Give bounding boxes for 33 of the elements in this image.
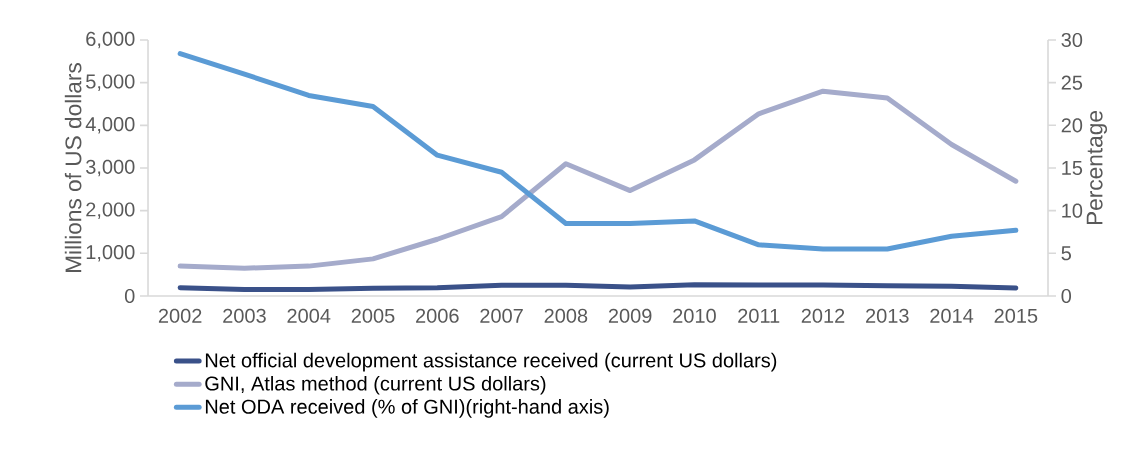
- y2-tick-label: 25: [1061, 75, 1083, 90]
- legend-label: GNI, Atlas method (current US dollars): [205, 375, 546, 395]
- y2-tick-label: 20: [1061, 118, 1083, 133]
- y-tick-label: 1,000: [86, 245, 135, 262]
- x-tick-label: 2002: [158, 308, 202, 323]
- y2-tick-label: 5: [1061, 246, 1071, 261]
- x-tick-label: 2012: [801, 308, 845, 323]
- x-tick-label: 2009: [608, 308, 652, 323]
- y2-axis-title: Percentage: [1086, 111, 1108, 225]
- legend-label: Net official development assistance received (current US dollars): [205, 352, 777, 372]
- legend-label: Net ODA received (% of GNI)(right-hand axis): [205, 399, 609, 418]
- x-tick-label: 2014: [930, 308, 974, 323]
- y2-tick-label: 15: [1062, 161, 1083, 175]
- x-tick-label: 2015: [994, 308, 1038, 323]
- x-tick-label: 2007: [480, 308, 523, 323]
- x-tick-label: 2006: [416, 308, 459, 323]
- x-tick-label: 2003: [223, 308, 266, 323]
- y-tick-label: 3,000: [86, 159, 135, 177]
- y-tick-label: 2,000: [86, 202, 135, 219]
- y-tick-label: 5,000: [86, 74, 135, 91]
- y2-tick-label: 0: [1061, 288, 1072, 304]
- x-tick-label: 2010: [673, 308, 716, 323]
- x-tick-label: 2011: [738, 308, 780, 323]
- y-tick-label: 6,000: [86, 31, 135, 49]
- y-tick-label: 4,000: [85, 117, 135, 134]
- y-axis-title: Millions of US dollars: [64, 63, 82, 272]
- x-tick-label: 2004: [287, 308, 331, 323]
- y-tick-label: 0: [124, 288, 135, 304]
- x-tick-label: 2008: [544, 308, 588, 323]
- x-tick-label: 2013: [866, 308, 909, 323]
- x-tick-label: 2005: [351, 308, 395, 323]
- y2-tick-label: 30: [1061, 32, 1083, 48]
- y2-tick-label: 10: [1062, 203, 1083, 218]
